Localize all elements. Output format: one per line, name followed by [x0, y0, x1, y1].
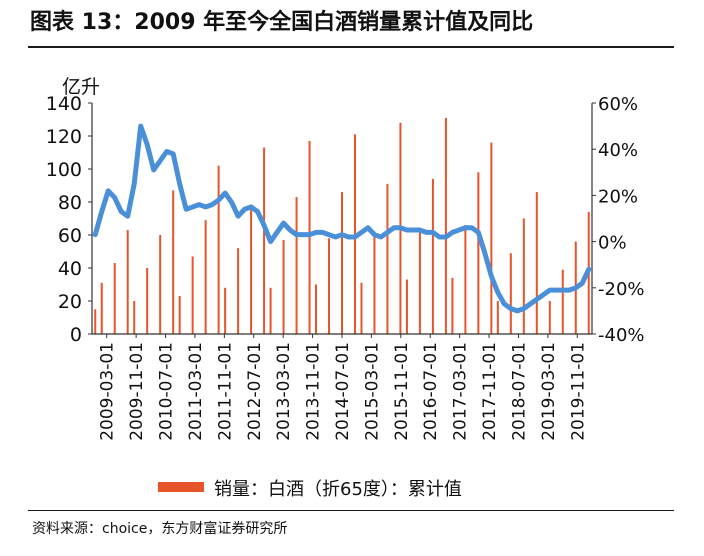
bar-66	[522, 218, 525, 334]
x-tick-label: 2019-11-01	[568, 342, 588, 441]
bar-70	[548, 301, 551, 334]
legend-swatch	[158, 482, 204, 492]
x-tick-label: 2015-03-01	[362, 342, 382, 441]
source-note: 资料来源：choice，东方财富证券研究所	[32, 521, 288, 537]
y-unit-label: 亿升	[62, 76, 100, 98]
bar-0	[94, 309, 97, 334]
chart-title: 图表 13：2009 年至今全国白酒销量累计值及同比	[30, 10, 534, 35]
source-rule	[28, 510, 674, 511]
left-tick-label: 40	[58, 258, 82, 280]
bar-50	[418, 228, 421, 334]
bar-48	[405, 279, 408, 334]
x-axis-ticks: 2009-03-01 2009-11-01 2010-07-01 2011-03-01…	[98, 334, 588, 441]
left-tick-label: 0	[70, 324, 82, 346]
bar-61	[490, 142, 493, 334]
bar-43	[373, 231, 376, 334]
x-tick-label: 2016-07-01	[421, 342, 441, 441]
bar-41	[360, 282, 363, 334]
bar-33	[308, 140, 311, 334]
bar-27	[269, 287, 272, 334]
left-tick-label: 20	[58, 291, 82, 313]
x-tick-label: 2017-11-01	[480, 342, 500, 441]
left-tick-label: 60	[58, 225, 82, 247]
bar-45	[386, 183, 389, 334]
right-tick-label: -20%	[598, 279, 645, 300]
bar-13	[178, 296, 181, 334]
bar-68	[535, 192, 538, 334]
bar-17	[204, 220, 207, 334]
bar-31	[295, 197, 298, 334]
x-tick-label: 2011-11-01	[215, 342, 235, 441]
x-tick-label: 2014-07-01	[333, 342, 353, 441]
bar-55	[451, 277, 454, 334]
right-tick-label: 40%	[598, 140, 638, 161]
bar-20	[224, 287, 227, 334]
right-tick-label: -40%	[598, 325, 645, 346]
bar-19	[217, 165, 220, 334]
legend-label: 销量：白酒（折65度）：累计值	[214, 479, 462, 500]
x-tick-label: 2013-03-01	[274, 342, 294, 441]
bar-72	[561, 269, 564, 334]
left-tick-label: 80	[58, 192, 82, 214]
yoy-line	[92, 123, 592, 314]
x-tick-label: 2018-07-01	[509, 342, 529, 441]
legend: 销量：白酒（折65度）：累计值	[158, 479, 462, 500]
bar-59	[477, 172, 480, 334]
bar-36	[328, 238, 331, 334]
bar-10	[159, 235, 162, 334]
title-rule	[28, 46, 674, 48]
bar-1	[100, 282, 103, 334]
left-tick-label: 140	[46, 93, 82, 115]
x-tick-label: 2017-03-01	[451, 342, 471, 441]
bar-26	[263, 147, 266, 334]
right-tick-label: 20%	[598, 186, 638, 207]
bar-5	[126, 230, 129, 334]
left-tick-label: 100	[46, 159, 82, 181]
x-tick-label: 2013-11-01	[304, 342, 324, 441]
bar-22	[237, 248, 240, 334]
x-tick-label: 2012-07-01	[245, 342, 265, 441]
x-tick-label: 2019-03-01	[539, 342, 559, 441]
bar-8	[146, 268, 149, 334]
bar-15	[191, 256, 194, 334]
x-tick-label: 2015-11-01	[392, 342, 412, 441]
bar-3	[113, 263, 116, 334]
bar-29	[282, 239, 285, 334]
bar-12	[172, 190, 175, 334]
bar-52	[431, 178, 434, 334]
right-tick-label: 0%	[598, 233, 627, 254]
bar-34	[315, 284, 318, 334]
bar-6	[133, 301, 136, 334]
x-tick-label: 2009-03-01	[98, 342, 118, 441]
x-tick-label: 2011-03-01	[186, 342, 206, 441]
x-tick-label: 2009-11-01	[127, 342, 147, 441]
bar-38	[341, 192, 343, 334]
bar-54	[444, 117, 447, 334]
left-tick-label: 120	[46, 126, 82, 148]
right-axis-ticks: -40% -20% 0% 20% 40% 60%	[592, 94, 645, 346]
bar-24	[250, 206, 253, 334]
bar-57	[464, 225, 467, 334]
right-tick-label: 60%	[598, 94, 638, 115]
x-tick-label: 2010-07-01	[157, 342, 177, 441]
bar-64	[509, 253, 512, 334]
bar-62	[496, 301, 499, 334]
left-axis-ticks: 0 20 40 60 80 100 120 140	[46, 93, 92, 346]
